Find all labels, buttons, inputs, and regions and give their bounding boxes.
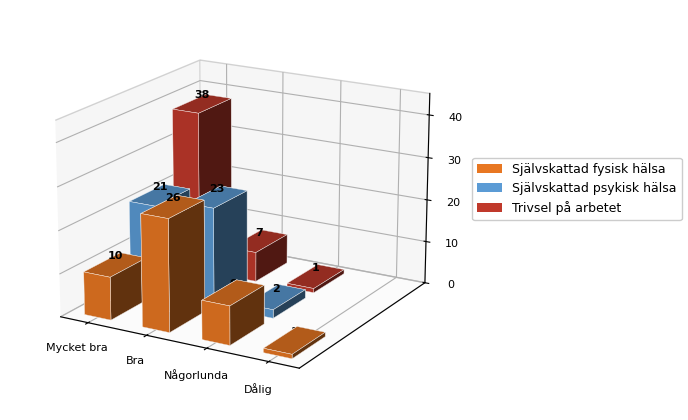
Legend: Självskattad fysisk hälsa, Självskattad psykisk hälsa, Trivsel på arbetet: Självskattad fysisk hälsa, Självskattad … [472, 158, 682, 220]
